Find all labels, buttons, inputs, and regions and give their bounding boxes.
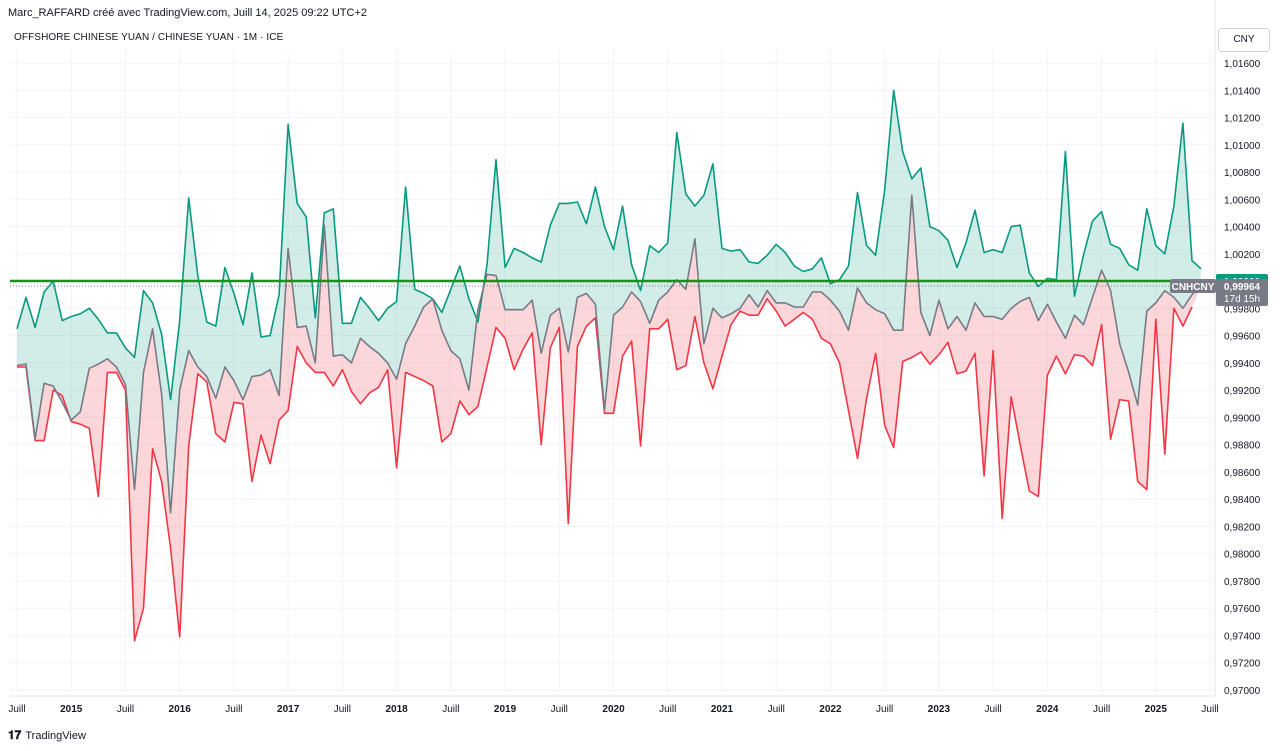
y-tick-label: 0,99200	[1224, 386, 1261, 397]
tradingview-logo-icon: 𝟏𝟕	[8, 728, 22, 742]
x-tick-label: 2016	[169, 704, 192, 715]
x-tick-label: 2018	[385, 704, 408, 715]
last-price-label-bg	[1216, 278, 1268, 306]
time-axis[interactable]: Juill 2015 Juill 2016 Juill 2017 Juill 2018 Juil…	[8, 704, 1218, 715]
x-tick-label: Juill	[8, 704, 25, 715]
x-tick-label: Juill	[225, 704, 242, 715]
y-tick-label: 0,97400	[1224, 631, 1261, 642]
y-tick-label: 0,98400	[1224, 495, 1261, 506]
x-tick-label: Juill	[442, 704, 459, 715]
x-tick-label: 2024	[1036, 704, 1059, 715]
y-tick-label: 1,00800	[1224, 168, 1261, 179]
y-tick-label: 0,99400	[1224, 359, 1261, 370]
y-tick-label: 0,98000	[1224, 550, 1261, 561]
x-tick-label: Juill	[768, 704, 785, 715]
x-tick-label: Juill	[551, 704, 568, 715]
symbol-tag-bg	[1170, 278, 1216, 293]
currency-button[interactable]: CNY	[1218, 28, 1270, 52]
y-tick-label: 0,99000	[1224, 413, 1261, 424]
price-axis[interactable]: 1,01600 1,01400 1,01200 1,01000 1,00800 1,006…	[1224, 59, 1261, 697]
y-tick-label: 1,01600	[1224, 59, 1261, 70]
high-series-line	[16, 89, 1202, 401]
y-tick-label: 0,99600	[1224, 332, 1261, 343]
symbol-tag: CNHCNY	[1172, 282, 1215, 293]
y-tick-label: 1,01000	[1224, 141, 1261, 152]
y-tick-label: 0,98800	[1224, 441, 1261, 452]
y-tick-label: 0,97200	[1224, 659, 1261, 670]
series-lines	[16, 89, 1202, 642]
x-tick-label: Juill	[876, 704, 893, 715]
close-series-line	[16, 194, 1202, 514]
x-tick-label: 2017	[277, 704, 300, 715]
low-series-line	[17, 297, 1193, 642]
symbol-title[interactable]: OFFSHORE CHINESE YUAN / CHINESE YUAN · 1…	[14, 32, 284, 43]
y-tick-label: 0,98200	[1224, 522, 1261, 533]
x-tick-label: Juill	[117, 704, 134, 715]
y-tick-label: 1,00400	[1224, 223, 1261, 234]
x-tick-label: Juill	[334, 704, 351, 715]
x-tick-label: Juill	[659, 704, 676, 715]
x-tick-label: Juill	[1201, 704, 1218, 715]
y-tick-label: 0,97600	[1224, 604, 1261, 615]
x-tick-label: 2022	[819, 704, 842, 715]
y-tick-label: 1,00200	[1224, 250, 1261, 261]
y-tick-label: 1,00600	[1224, 195, 1261, 206]
footer-brand: TradingView	[25, 729, 86, 742]
y-tick-label: 0,98600	[1224, 468, 1261, 479]
chart-attribution: Marc_RAFFARD créé avec TradingView.com, …	[8, 7, 367, 19]
y-tick-label: 1,01200	[1224, 114, 1261, 125]
y-tick-label: 1,01400	[1224, 86, 1261, 97]
x-tick-label: 2021	[711, 704, 734, 715]
x-tick-label: 2025	[1145, 704, 1168, 715]
y-tick-label: 0,99800	[1224, 304, 1261, 315]
x-tick-label: Juill	[985, 704, 1002, 715]
y-tick-label: 0,97800	[1224, 577, 1261, 588]
x-tick-label: 2020	[602, 704, 625, 715]
x-tick-label: Juill	[1093, 704, 1110, 715]
bar-countdown-label: 17d 15h	[1224, 294, 1260, 305]
x-tick-label: 2023	[928, 704, 951, 715]
x-tick-label: 2019	[494, 704, 517, 715]
last-price-label: 0,99964	[1224, 282, 1261, 293]
high-close-fill	[17, 90, 1201, 513]
baseline	[10, 279, 1215, 287]
footer: 𝟏𝟕 TradingView	[8, 728, 86, 743]
x-tick-label: 2015	[60, 704, 83, 715]
y-tick-label: 0,97000	[1224, 686, 1261, 697]
